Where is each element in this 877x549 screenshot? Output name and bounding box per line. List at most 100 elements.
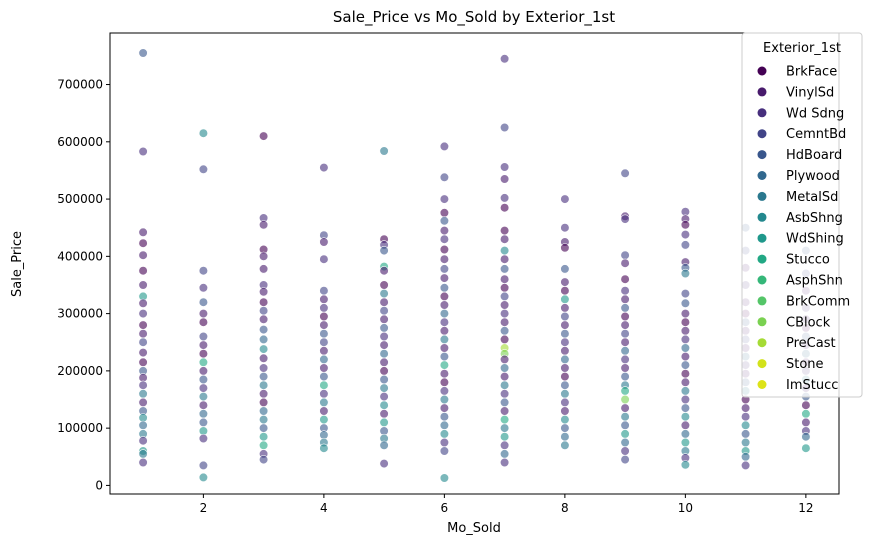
data-point <box>379 383 389 393</box>
legend-item: CemntBd <box>757 127 846 142</box>
data-point <box>379 314 389 324</box>
data-point <box>198 309 208 319</box>
data-point <box>319 320 329 330</box>
data-point <box>680 429 691 439</box>
data-point <box>500 397 510 408</box>
data-point <box>680 352 691 362</box>
data-point <box>500 423 510 433</box>
data-point <box>560 223 570 233</box>
data-point <box>680 298 691 308</box>
legend-label: VinylSd <box>786 85 834 100</box>
data-point <box>439 216 450 226</box>
data-point <box>319 337 329 347</box>
data-point <box>439 226 450 236</box>
legend-marker <box>757 254 767 264</box>
data-point <box>198 417 208 428</box>
data-point <box>319 397 329 408</box>
data-point <box>500 283 510 293</box>
data-point <box>198 128 208 138</box>
data-point <box>198 374 208 385</box>
legend-marker <box>757 317 767 327</box>
data-point <box>680 240 691 250</box>
data-point <box>620 446 630 456</box>
data-point <box>439 273 450 283</box>
data-point <box>439 403 450 413</box>
data-point <box>439 254 450 264</box>
data-point <box>259 314 269 324</box>
chart-title: Sale_Price vs Mo_Sold by Exterior_1st <box>333 8 615 27</box>
legend-item: Stucco <box>757 253 830 268</box>
data-point <box>801 443 811 453</box>
data-point <box>379 340 389 350</box>
data-point <box>379 331 389 342</box>
data-point <box>680 326 691 336</box>
x-axis-ticks: 2 4 6 8 10 12 <box>200 494 814 515</box>
data-point <box>138 146 148 157</box>
legend-label: WdShing <box>786 232 844 247</box>
data-point <box>138 380 148 390</box>
data-point <box>560 243 570 253</box>
data-point <box>500 254 510 264</box>
data-point <box>379 297 389 307</box>
data-point <box>560 415 570 425</box>
data-point <box>259 415 269 425</box>
legend-marker <box>757 171 767 180</box>
legend-item: AsphShn <box>757 274 843 289</box>
data-point <box>259 380 269 390</box>
data-point <box>439 172 450 182</box>
data-point <box>740 460 751 471</box>
y-tick-label: 400000 <box>57 249 103 263</box>
data-point <box>138 457 148 468</box>
data-point <box>560 264 570 274</box>
legend-marker <box>757 296 767 306</box>
legend-item: WdShing <box>757 232 844 247</box>
data-point <box>620 214 630 224</box>
data-point <box>500 309 510 319</box>
data-point <box>439 334 450 345</box>
data-point <box>319 311 329 322</box>
data-point <box>319 363 329 373</box>
data-point <box>500 334 510 345</box>
data-point <box>138 436 148 446</box>
data-point <box>500 380 510 390</box>
data-point <box>560 337 570 347</box>
data-point <box>319 380 329 390</box>
data-point <box>740 420 751 430</box>
data-point <box>680 309 691 319</box>
data-point <box>500 354 510 365</box>
data-point <box>620 346 630 356</box>
data-point <box>439 317 450 327</box>
legend-item: BrkFace <box>757 65 837 80</box>
data-point <box>439 194 450 204</box>
data-point <box>680 437 691 448</box>
data-point <box>620 329 630 339</box>
data-point <box>620 250 630 260</box>
data-point <box>198 340 208 350</box>
data-point <box>801 409 811 419</box>
data-point <box>620 286 630 296</box>
legend-marker <box>757 87 767 97</box>
data-point <box>259 423 269 433</box>
legend-label: HdBoard <box>786 148 842 163</box>
data-point <box>138 280 148 290</box>
y-tick-label: 500000 <box>57 192 103 206</box>
data-point <box>500 226 510 236</box>
data-point <box>560 277 570 287</box>
y-tick-label: 600000 <box>57 135 103 149</box>
legend-label: PreCast <box>786 336 836 351</box>
legend-marker <box>757 129 767 139</box>
data-point <box>560 406 570 416</box>
data-point <box>500 326 510 336</box>
legend-marker <box>757 108 767 118</box>
data-point <box>740 429 751 439</box>
legend-marker <box>757 66 767 76</box>
data-point <box>560 397 570 408</box>
data-point <box>138 309 148 319</box>
data-point <box>740 412 751 422</box>
data-point <box>319 286 329 296</box>
data-point <box>138 420 148 430</box>
data-point <box>138 250 148 260</box>
legend-item: MetalSd <box>757 190 838 205</box>
legend-items: BrkFace VinylSd Wd Sdng CemntBd HdBoard Plywo… <box>757 65 850 393</box>
y-axis-label: Sale_Price <box>10 231 25 297</box>
